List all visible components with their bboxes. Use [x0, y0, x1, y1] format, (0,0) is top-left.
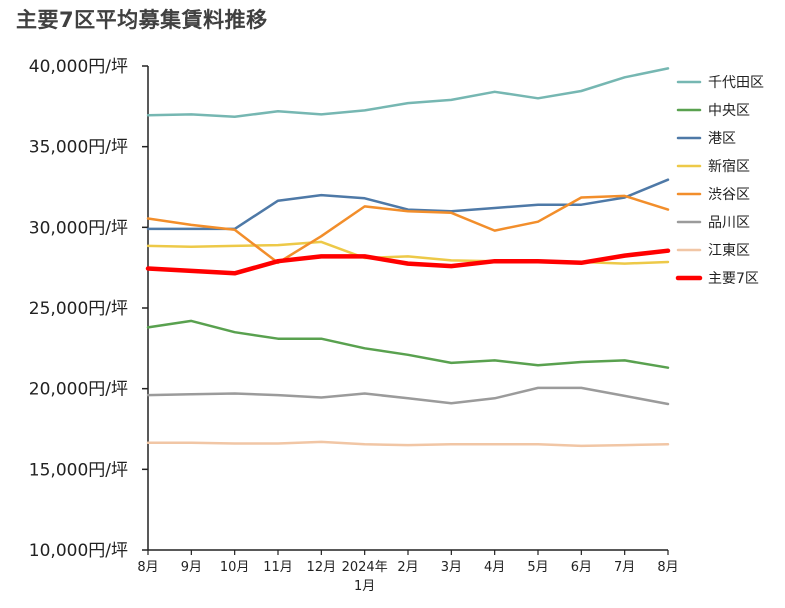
x-tick-label: 8月 — [657, 560, 678, 575]
series-line-4 — [146, 194, 670, 265]
y-tick-label: 20,000円/坪 — [29, 380, 128, 400]
x-tick-label: 9月 — [181, 560, 202, 575]
x-tick-label: 2月 — [397, 560, 418, 575]
y-tick-label: 40,000円/坪 — [29, 57, 128, 77]
legend-label: 新宿区 — [708, 158, 750, 175]
series-line-5 — [146, 386, 670, 406]
y-tick-label: 10,000円/坪 — [29, 541, 128, 561]
y-tick-label: 35,000円/坪 — [29, 138, 128, 158]
series-line-1 — [146, 319, 670, 369]
legend-label: 主要7区 — [708, 271, 759, 287]
y-tick-label: 30,000円/坪 — [29, 218, 128, 238]
x-tick-label: 7月 — [614, 560, 635, 575]
x-tick-label: 5月 — [527, 560, 548, 575]
x-tick-label: 11月 — [263, 560, 293, 575]
x-tick-label: 6月 — [571, 560, 592, 575]
series-line-6 — [146, 440, 670, 448]
y-tick-label: 15,000円/坪 — [29, 460, 128, 480]
legend-label: 千代田区 — [708, 75, 764, 91]
legend-label: 渋谷区 — [708, 187, 750, 203]
series-line-0 — [146, 67, 670, 119]
legend-label: 江東区 — [708, 243, 750, 259]
x-tick-label: 8月 — [137, 560, 158, 575]
series-lines — [145, 67, 671, 448]
series-line-7 — [145, 248, 671, 276]
legend-label: 中央区 — [708, 103, 750, 119]
legend-label: 品川区 — [708, 215, 750, 231]
x-tick-label: 12月 — [307, 560, 337, 575]
x-tick-label: 10月 — [220, 560, 250, 575]
y-tick-label: 25,000円/坪 — [29, 299, 128, 319]
x-tick-label: 3月 — [441, 560, 462, 575]
x-axis: 8月 9月 10月 11月 12月 2024年 1月 2月 3月 4月 5月 6月 7月 8月 — [137, 549, 679, 594]
legend-label: 港区 — [708, 131, 736, 147]
x-tick-label: 4月 — [484, 560, 505, 575]
x-tick-label: 2024年 1月 — [342, 560, 388, 594]
series-line-2 — [146, 178, 670, 231]
y-axis: 10,000円/坪 15,000円/坪 20,000円/坪 25,000円/坪 30,0… — [29, 57, 149, 561]
chart-title: 主要7区平均募集賃料推移 — [16, 8, 268, 32]
